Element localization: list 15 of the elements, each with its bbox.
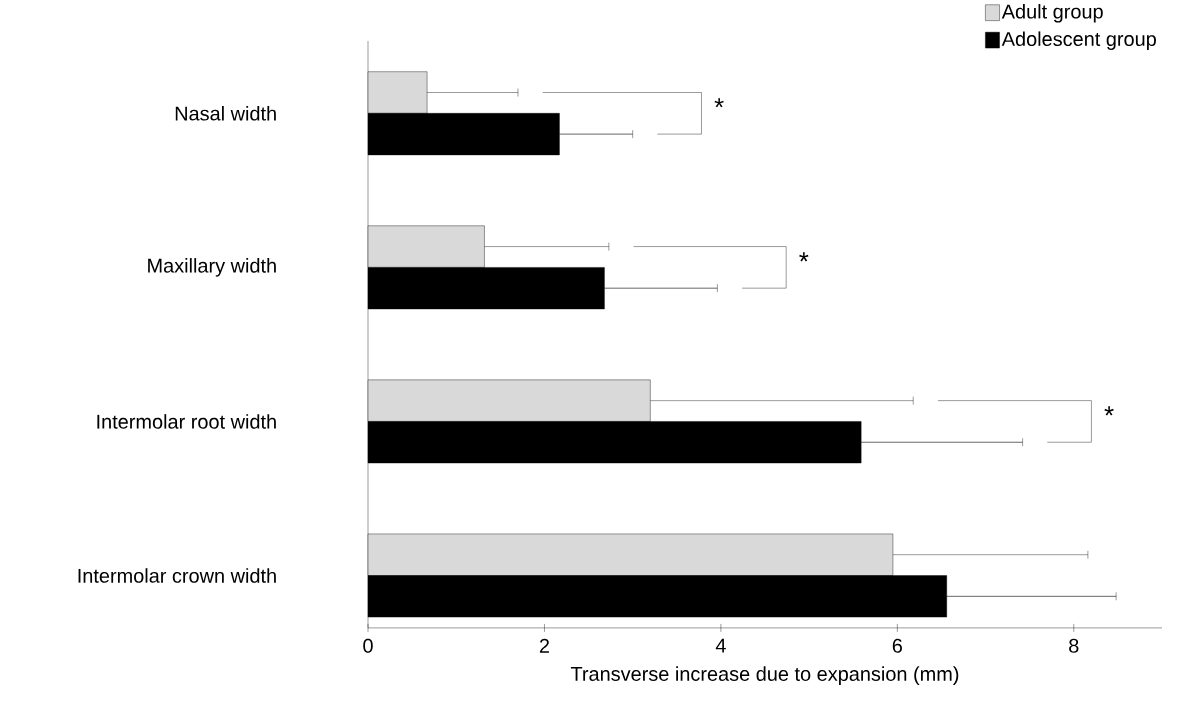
x-tick-label: 6 <box>892 638 902 653</box>
x-tick-label: 0 <box>363 638 373 653</box>
annotation: * <box>1104 406 1114 416</box>
x-tick-label: 8 <box>1069 638 1079 653</box>
y-tick-label: Nasal width <box>175 106 276 121</box>
y-tick-label: Maxillary width <box>148 258 276 277</box>
x-tick-label: 2 <box>539 638 549 653</box>
legend-label: Adult group <box>1001 4 1103 23</box>
x-tick-label: 4 <box>715 638 726 653</box>
annotation: * <box>799 252 809 262</box>
y-tick-label: Intermolar crown width <box>78 568 276 583</box>
x-axis-title: Transverse increase due to expansion (mm) <box>570 666 959 685</box>
annotation: * <box>714 98 724 108</box>
legend-label: Adolescent group <box>1001 31 1156 51</box>
y-tick-label: Intermolar root width <box>97 414 276 429</box>
